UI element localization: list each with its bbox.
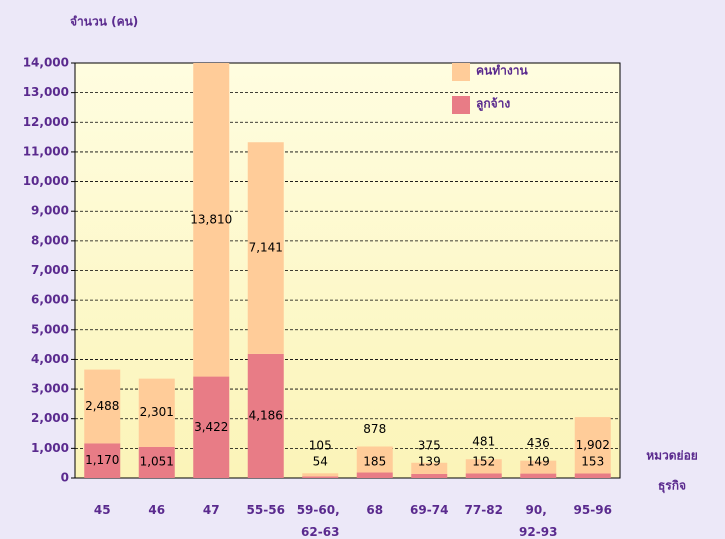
data-label: 139	[418, 455, 441, 469]
data-label: 436	[527, 436, 550, 450]
bar-segment	[465, 459, 502, 474]
legend-label: ลูกจ้าง	[476, 97, 510, 112]
x-tick-label: 68	[366, 503, 383, 517]
data-label: 13,810	[190, 212, 232, 226]
x-tick-label: 45	[94, 503, 111, 517]
bar-segment	[302, 476, 339, 478]
data-label: 153	[581, 455, 604, 469]
x-tick-label: 46	[148, 503, 165, 517]
bar-segment	[356, 472, 393, 478]
bar-segment	[574, 417, 611, 474]
x-tick-label: 77-82	[465, 503, 503, 517]
data-label: 152	[472, 455, 495, 469]
x-tick-label: 90, 92-93	[519, 503, 557, 539]
bar-segment	[411, 473, 448, 478]
data-label: 7,141	[249, 241, 283, 255]
bar-segment	[247, 353, 284, 478]
data-label: 4,186	[249, 408, 283, 422]
y-tick-label: 1,000	[31, 441, 69, 455]
x-tick-label: 47	[203, 503, 220, 517]
x-tick-label: 59-60, 62-63	[297, 503, 344, 539]
legend-swatch	[452, 96, 470, 114]
x-tick-label: 69-74	[410, 503, 448, 517]
bar-segment	[302, 473, 339, 477]
y-tick-label: 6,000	[31, 293, 69, 307]
y-tick-label: 0	[61, 471, 69, 485]
bar-segment	[138, 446, 175, 478]
bar-segment	[84, 369, 121, 444]
legend-label: คนทำงาน	[476, 64, 528, 78]
data-label: 1,051	[140, 455, 174, 469]
y-tick-label: 9,000	[31, 204, 69, 218]
legend-swatch	[452, 63, 470, 81]
y-tick-label: 5,000	[31, 322, 69, 336]
data-label: 1,902	[576, 438, 610, 452]
x-tick-label: 55-56	[247, 503, 285, 517]
data-label: 105	[309, 439, 332, 453]
y-axis-title: จำนวน (คน)	[70, 15, 138, 29]
bar-segment	[356, 446, 393, 473]
data-label: 878	[363, 422, 386, 436]
y-tick-label: 4,000	[31, 352, 69, 366]
bar-segment	[193, 376, 230, 478]
data-label: 2,488	[85, 399, 119, 413]
y-tick-label: 8,000	[31, 233, 69, 247]
data-label: 185	[363, 455, 386, 469]
bar-segment	[520, 460, 557, 474]
bar-segment	[247, 142, 284, 354]
bar-segment	[520, 473, 557, 478]
y-tick-label: 12,000	[23, 115, 69, 129]
bar-segment	[574, 473, 611, 478]
data-label: 3,422	[194, 420, 228, 434]
y-tick-label: 2,000	[31, 411, 69, 425]
y-tick-label: 14,000	[23, 56, 69, 70]
bar-segment	[193, 63, 230, 377]
y-tick-label: 11,000	[23, 144, 69, 158]
bar-segment	[411, 462, 448, 474]
y-tick-label: 3,000	[31, 382, 69, 396]
bar-segment	[465, 473, 502, 478]
x-axis-title: ธุรกิจ	[658, 479, 686, 494]
data-label: 149	[527, 455, 550, 469]
y-tick-label: 13,000	[23, 85, 69, 99]
data-label: 2,301	[140, 405, 174, 419]
x-tick-label: 95-96	[574, 503, 612, 517]
y-tick-label: 10,000	[23, 174, 69, 188]
data-label: 375	[418, 438, 441, 452]
data-label: 54	[313, 455, 328, 469]
y-tick-label: 7,000	[31, 263, 69, 277]
x-axis-title: หมวดย่อย	[646, 449, 698, 463]
bar-segment	[84, 443, 121, 478]
data-label: 1,170	[85, 453, 119, 467]
bar-segment	[138, 378, 175, 447]
data-label: 481	[472, 435, 495, 449]
